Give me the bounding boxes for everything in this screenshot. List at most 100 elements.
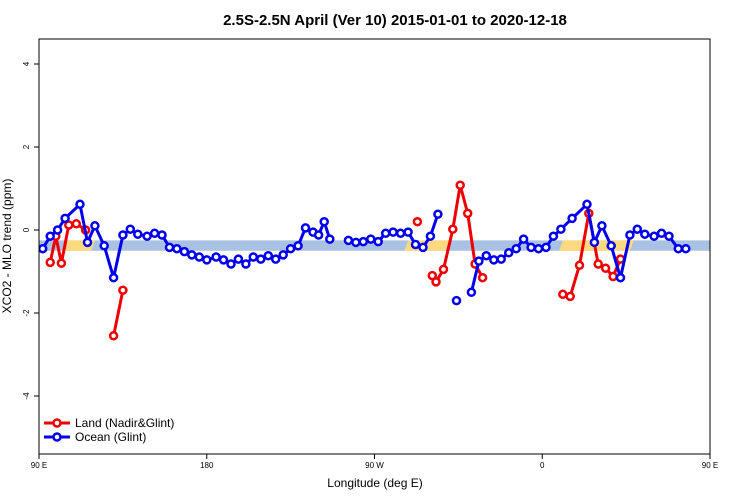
x-tick-label: 90 E [31,461,47,470]
data-point [172,243,182,254]
data-point [82,237,93,248]
data-point [56,258,67,268]
data-point [496,254,506,264]
data-point [418,242,428,253]
data-point [744,222,750,229]
data-point [438,264,449,275]
data-point [218,255,229,265]
data-point [600,263,611,273]
data-point [548,231,559,241]
legend: Land (Nadir&Glint)Ocean (Glint) [44,416,174,444]
data-point [52,225,63,235]
y-tick-label: 0 [22,227,31,232]
data-point [45,257,55,268]
data-point [380,228,391,239]
chart-title: 2.5S-2.5N April (Ver 10) 2015-01-01 to 2… [223,12,567,29]
data-point [157,230,167,240]
legend-label: Ocean (Glint) [75,430,146,444]
data-point [45,231,55,241]
data-point [681,243,691,254]
series-land [45,180,750,341]
x-tick-label: 90 W [365,461,384,470]
data-point [477,272,488,283]
data-point [108,331,119,341]
data-point [164,242,175,253]
data-point [565,291,575,302]
data-point [300,223,311,233]
data-point [574,260,585,271]
data-point [99,241,109,251]
y-tick-label: -4 [22,392,31,400]
data-point [351,237,361,248]
data-point [179,246,190,257]
x-axis-label: Longitude (deg E) [327,476,422,490]
land-band-segment [734,240,750,250]
data-point [202,255,212,265]
data-point [285,243,296,254]
data-point [187,250,197,260]
data-point [226,259,236,269]
data-point [673,243,684,254]
data-point [721,259,728,266]
data-point [541,242,551,253]
data-point [589,237,600,248]
data-point [403,227,413,237]
y-tick-label: 2 [22,144,31,149]
data-point [75,199,85,210]
data-point [319,216,329,227]
data-point [108,272,119,283]
data-point [511,243,521,254]
data-point [474,256,484,266]
data-point [293,241,303,251]
y-axis-label: XCO2 - MLO trend (ppm) [0,179,14,314]
data-point [632,224,643,234]
ocean-band [39,240,710,251]
data-point [664,231,674,241]
data-point [388,227,398,237]
data-point [39,243,48,254]
data-point [90,221,100,231]
y-axis: -4 -2 0 2 4 [22,61,39,400]
data-point [149,228,160,239]
data-point [649,231,659,241]
data-point [615,272,626,283]
data-point [608,271,618,282]
data-point [448,224,458,234]
background-bands [39,240,750,251]
data-point [466,287,477,298]
data-point [556,224,566,234]
series-layer [39,180,750,341]
data-point [118,285,128,295]
data-point [567,213,577,224]
x-tick-label: 180 [200,461,214,470]
data-point [142,231,152,241]
data-point [125,224,136,234]
data-point [503,248,514,258]
data-point [431,277,441,287]
data-point [533,243,544,254]
data-point [625,230,635,240]
data-point [194,252,205,262]
y-tick-label: 4 [22,61,31,66]
x-axis: 90 E 180 90 W 0 90 E [31,454,718,470]
data-point [325,234,335,244]
data-point [366,234,376,244]
data-point [412,216,423,227]
data-point [433,209,443,219]
data-point [736,260,743,267]
data-point [241,259,251,269]
data-point [313,230,324,240]
series-line [112,289,125,337]
data-point [489,255,499,265]
data-point [597,221,607,231]
data-point [118,230,128,240]
data-point [455,180,465,190]
data-point [481,250,492,261]
series-line [725,224,750,263]
data-point [343,235,354,246]
data-point [606,241,616,251]
data-point [248,252,259,262]
data-point [518,234,529,244]
data-point [133,229,143,239]
